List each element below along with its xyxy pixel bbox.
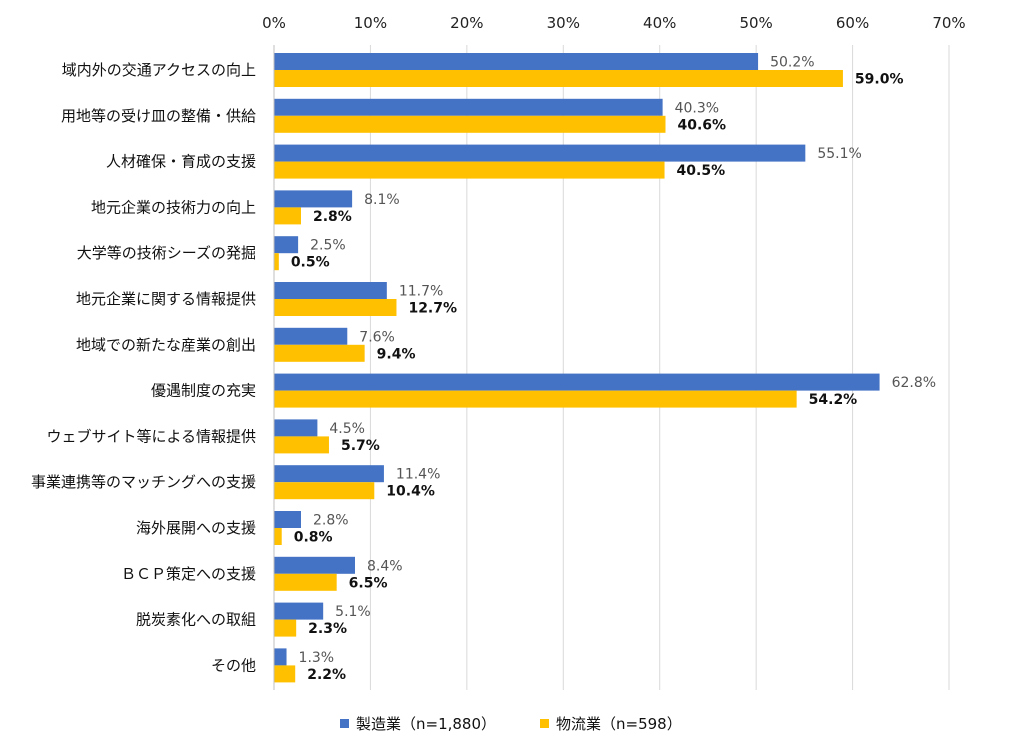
bar-logistics (274, 436, 329, 454)
x-tick-label: 10% (354, 14, 387, 32)
bar-logistics (274, 573, 337, 591)
category-label: 用地等の受け皿の整備・供給 (61, 107, 256, 125)
legend-swatch (540, 719, 549, 728)
data-label: 7.6% (359, 329, 395, 345)
category-label: その他 (211, 656, 256, 674)
x-axis-ticks: 0% 10% 20% 30% 40% 50% 60% 70% (262, 14, 966, 32)
bar-logistics (274, 207, 301, 225)
category-label: 地元企業に関する情報提供 (76, 290, 256, 308)
data-label: 2.2% (307, 667, 346, 683)
category-labels: 域内外の交通アクセスの向上用地等の受け皿の整備・供給人材確保・育成の支援地元企業… (31, 61, 256, 674)
bar-manufacturing (274, 373, 880, 391)
legend-label: 物流業（n=598） (556, 715, 682, 733)
category-label: ＢＣＰ策定への支援 (121, 565, 256, 583)
bar-manufacturing (274, 327, 348, 345)
gridlines (369, 45, 950, 690)
bar-logistics (274, 344, 365, 362)
data-label: 40.3% (675, 100, 719, 116)
bar-manufacturing (274, 190, 353, 208)
data-label: 12.7% (408, 301, 457, 317)
bar-logistics (274, 482, 375, 500)
data-label: 8.4% (367, 558, 403, 574)
bar-manufacturing (274, 419, 318, 437)
bar-logistics (274, 619, 297, 637)
data-label: 5.7% (341, 438, 380, 454)
bar-logistics (274, 70, 843, 87)
data-label: 9.4% (377, 346, 416, 362)
bar-manufacturing (274, 236, 299, 254)
data-label: 4.5% (329, 421, 365, 437)
bar-manufacturing (274, 282, 387, 299)
category-label: 地元企業の技術力の向上 (91, 198, 256, 216)
data-labels: 50.2% 59.0% 40.3%40.6% 55.1% 40.5% 8.1% 2.8% 2.… (291, 55, 936, 683)
data-label: 2.3% (308, 621, 347, 637)
bar-logistics (274, 115, 666, 133)
bar-manufacturing (274, 511, 301, 528)
category-label: 脱炭素化への取組 (136, 611, 256, 629)
bar-logistics (274, 299, 397, 316)
data-label: 1.3% (299, 650, 335, 666)
legend-swatch (340, 719, 349, 728)
data-label: 40.6% (678, 117, 727, 133)
data-label: 0.5% (291, 255, 330, 271)
category-label: 人材確保・育成の支援 (106, 153, 256, 171)
x-tick-label: 30% (547, 14, 580, 32)
data-label: 2.8% (313, 513, 349, 529)
x-tick-label: 60% (836, 14, 869, 32)
bar-manufacturing (274, 98, 663, 116)
data-label: 2.5% (310, 238, 346, 254)
legend-label: 製造業（n=1,880） (356, 715, 496, 733)
x-tick-label: 0% (262, 14, 286, 32)
x-tick-label: 50% (739, 14, 772, 32)
bar-logistics (274, 161, 665, 179)
data-label: 2.8% (313, 209, 352, 225)
data-label: 10.4% (386, 484, 435, 500)
data-label: 8.1% (364, 192, 400, 208)
data-label: 55.1% (817, 146, 861, 162)
data-label: 50.2% (770, 55, 814, 71)
bar-logistics (274, 665, 296, 683)
category-label: 大学等の技術シーズの発掘 (77, 244, 256, 262)
data-label: 11.7% (399, 284, 443, 300)
data-label: 62.8% (892, 375, 936, 391)
bar-manufacturing (274, 465, 384, 483)
bar-logistics (274, 390, 797, 408)
category-label: 海外展開への支援 (136, 519, 256, 537)
category-label: 地域での新たな産業の創出 (76, 336, 256, 354)
x-tick-label: 40% (643, 14, 676, 32)
data-label: 5.1% (335, 604, 371, 620)
data-label: 6.5% (349, 575, 388, 591)
category-label: ウェブサイト等による情報提供 (46, 427, 256, 445)
bar-manufacturing (274, 556, 355, 574)
data-label: 54.2% (809, 392, 858, 408)
bar-logistics (274, 253, 279, 271)
data-label: 11.4% (396, 467, 440, 483)
category-label: 事業連携等のマッチングへの支援 (31, 473, 256, 491)
category-label: 域内外の交通アクセスの向上 (62, 61, 256, 79)
data-label: 0.8% (294, 530, 333, 546)
category-label: 優遇制度の充実 (151, 382, 256, 400)
bar-manufacturing (274, 648, 287, 666)
data-label: 40.5% (677, 163, 726, 179)
bars (274, 53, 880, 683)
bar-logistics (274, 528, 282, 545)
data-label: 59.0% (855, 72, 904, 88)
x-tick-label: 20% (450, 14, 483, 32)
x-tick-label: 70% (932, 14, 965, 32)
legend: 製造業（n=1,880） 物流業（n=598） (340, 715, 682, 733)
bar-manufacturing (274, 602, 324, 620)
bar-manufacturing (274, 144, 806, 162)
bar-manufacturing (274, 53, 759, 70)
